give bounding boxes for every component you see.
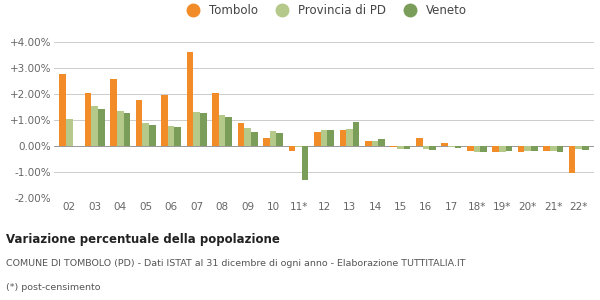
Bar [136, 100, 142, 146]
Bar [212, 94, 219, 146]
Bar [175, 127, 181, 146]
Bar [480, 146, 487, 152]
Bar [473, 146, 480, 152]
Bar [270, 131, 277, 146]
Bar [168, 127, 175, 146]
Bar [575, 146, 582, 148]
Bar [149, 125, 155, 146]
Bar [499, 146, 506, 152]
Bar [244, 128, 251, 146]
Bar [110, 79, 117, 146]
Bar [416, 138, 422, 146]
Bar [557, 146, 563, 152]
Bar [226, 117, 232, 146]
Bar [295, 146, 302, 147]
Bar [263, 138, 270, 146]
Bar [467, 146, 473, 151]
Bar [353, 122, 359, 146]
Bar [371, 141, 378, 146]
Bar [187, 52, 193, 146]
Bar [328, 130, 334, 146]
Bar [365, 141, 371, 146]
Bar [219, 115, 226, 146]
Bar [518, 146, 524, 152]
Bar [550, 146, 557, 151]
Bar [200, 113, 206, 146]
Bar [59, 74, 66, 146]
Bar [378, 140, 385, 146]
Bar [422, 146, 429, 149]
Bar [340, 130, 346, 146]
Text: (*) post-censimento: (*) post-censimento [6, 284, 101, 292]
Bar [251, 133, 257, 146]
Bar [582, 146, 589, 150]
Bar [569, 146, 575, 173]
Legend: Tombolo, Provincia di PD, Veneto: Tombolo, Provincia di PD, Veneto [181, 4, 467, 17]
Bar [448, 146, 455, 147]
Bar [429, 146, 436, 150]
Bar [142, 123, 149, 146]
Bar [442, 143, 448, 146]
Text: COMUNE DI TOMBOLO (PD) - Dati ISTAT al 31 dicembre di ogni anno - Elaborazione T: COMUNE DI TOMBOLO (PD) - Dati ISTAT al 3… [6, 260, 466, 268]
Bar [544, 146, 550, 151]
Bar [314, 132, 320, 146]
Bar [238, 123, 244, 146]
Bar [289, 146, 295, 151]
Bar [455, 146, 461, 148]
Bar [493, 146, 499, 152]
Bar [391, 146, 397, 147]
Bar [91, 106, 98, 146]
Bar [117, 111, 124, 146]
Bar [161, 94, 168, 146]
Bar [346, 129, 353, 146]
Bar [506, 146, 512, 151]
Bar [302, 146, 308, 180]
Bar [404, 146, 410, 148]
Bar [193, 112, 200, 146]
Bar [524, 146, 531, 151]
Text: Variazione percentuale della popolazione: Variazione percentuale della popolazione [6, 232, 280, 245]
Bar [320, 130, 328, 146]
Bar [85, 93, 91, 146]
Bar [397, 146, 404, 149]
Bar [66, 119, 73, 146]
Bar [277, 133, 283, 146]
Bar [124, 113, 130, 146]
Bar [98, 109, 104, 146]
Bar [531, 146, 538, 151]
